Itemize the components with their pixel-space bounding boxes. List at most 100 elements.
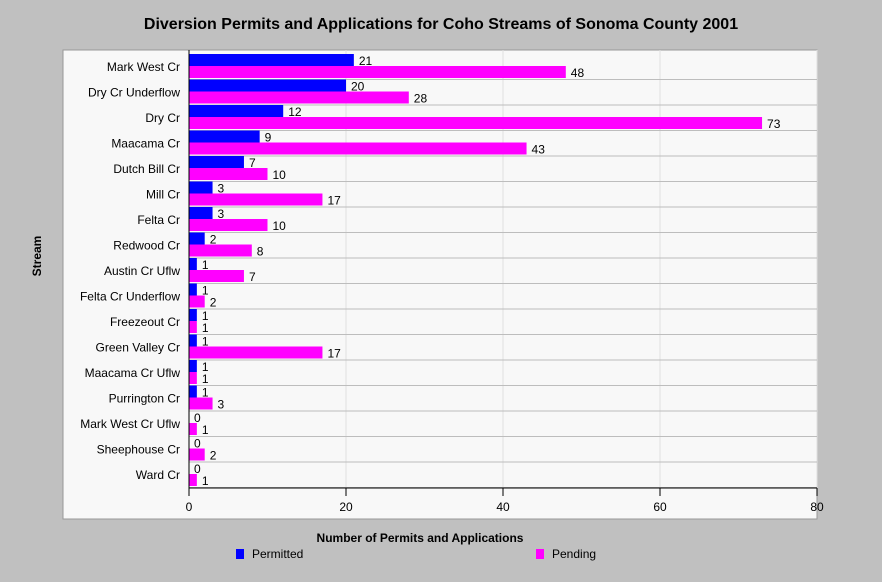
x-tick-label: 60 (653, 500, 667, 514)
bar-pending (189, 321, 197, 333)
bar-permitted (189, 105, 284, 117)
category-label: Dry Cr (145, 111, 180, 125)
category-labels: Mark West Cr Dry Cr Underflow Dry Cr Maacam… (80, 60, 180, 482)
bar-permitted (189, 181, 213, 194)
legend-swatch-pending (536, 549, 544, 559)
bar-pending (189, 372, 197, 384)
bar-pending (189, 117, 763, 129)
category-label: Maacama Cr Uflw (85, 366, 181, 380)
category-label: Green Valley Cr (96, 340, 180, 354)
data-label: 48 (571, 66, 585, 80)
bar-pending (189, 448, 205, 461)
legend-item-permitted: Permitted (236, 547, 303, 561)
data-label: 9 (265, 131, 272, 145)
data-label: 10 (273, 168, 287, 182)
bar-pending (189, 168, 268, 180)
legend-label-pending: Pending (552, 547, 597, 561)
category-label: Austin Cr Uflw (104, 264, 180, 278)
category-label: Redwood Cr (113, 238, 180, 252)
bar-pending (189, 346, 323, 359)
bar-permitted (189, 232, 205, 245)
data-label: 1 (202, 284, 209, 298)
x-tick-label: 80 (810, 500, 824, 514)
data-label: 3 (218, 398, 225, 412)
data-label: 20 (351, 80, 365, 94)
data-label: 21 (359, 54, 373, 68)
data-label: 3 (218, 182, 225, 196)
bar-permitted (189, 156, 244, 168)
bar-pending (189, 193, 323, 206)
y-axis-label: Stream (30, 236, 44, 277)
data-label: 1 (202, 474, 209, 488)
data-label: 3 (218, 207, 225, 221)
bar-permitted (189, 130, 260, 143)
category-label: Mark West Cr Uflw (80, 417, 180, 431)
data-label: 2 (210, 233, 217, 247)
bar-pending (189, 66, 566, 78)
data-label: 43 (532, 143, 546, 157)
bar-permitted (189, 334, 197, 347)
data-label: 1 (202, 386, 209, 400)
category-label: Freezeout Cr (110, 315, 180, 329)
chart-title: Diversion Permits and Applications for C… (143, 16, 739, 33)
legend-item-pending: Pending (536, 547, 596, 561)
data-label: 1 (202, 372, 209, 386)
data-label: 1 (202, 321, 209, 335)
bar-permitted (189, 207, 213, 219)
data-label: 8 (257, 245, 264, 259)
category-label: Ward Cr (136, 468, 180, 482)
category-label: Maacama Cr (111, 136, 180, 150)
bar-permitted (189, 360, 197, 372)
category-label: Sheephouse Cr (97, 442, 180, 456)
bar-permitted (189, 283, 197, 296)
bar-permitted (189, 385, 197, 398)
data-label: 1 (202, 309, 209, 323)
data-label: 0 (194, 411, 201, 425)
bar-permitted (189, 258, 197, 270)
data-label: 1 (202, 335, 209, 349)
data-label: 0 (194, 437, 201, 451)
category-label: Purrington Cr (109, 391, 180, 405)
data-label: 10 (273, 219, 287, 233)
bar-pending (189, 91, 409, 104)
data-label: 2 (210, 449, 217, 463)
data-label: 73 (767, 117, 781, 131)
x-tick-label: 0 (186, 500, 193, 514)
x-axis: 0 20 40 60 80 (186, 50, 824, 514)
bar-pending (189, 295, 205, 308)
bars: 2148202812739437103173102817121111711130… (189, 54, 781, 488)
x-tick-label: 20 (339, 500, 353, 514)
data-label: 1 (202, 423, 209, 437)
bar-pending (189, 244, 252, 257)
bar-pending (189, 474, 197, 486)
bar-pending (189, 142, 527, 155)
bar-permitted (189, 309, 197, 321)
data-label: 17 (327, 194, 341, 208)
category-label: Dutch Bill Cr (113, 162, 180, 176)
data-label: 7 (249, 270, 256, 284)
legend-label-permitted: Permitted (252, 547, 304, 561)
data-label: 7 (249, 156, 256, 170)
data-label: 12 (288, 105, 302, 119)
bar-pending (189, 397, 213, 410)
data-label: 17 (327, 347, 341, 361)
bar-permitted (189, 54, 354, 66)
data-label: 1 (202, 360, 209, 374)
data-label: 2 (210, 296, 217, 310)
category-label: Dry Cr Underflow (88, 85, 180, 99)
data-label: 1 (202, 258, 209, 272)
x-tick-label: 40 (496, 500, 510, 514)
category-label: Felta Cr (137, 213, 180, 227)
bar-pending (189, 270, 244, 282)
bar-pending (189, 423, 197, 435)
bar-permitted (189, 79, 346, 92)
legend-swatch-permitted (236, 549, 244, 559)
category-label: Mark West Cr (107, 60, 180, 74)
category-label: Mill Cr (146, 187, 180, 201)
data-label: 28 (414, 92, 428, 106)
data-label: 0 (194, 462, 201, 476)
x-axis-label: Number of Permits and Applications (317, 531, 524, 545)
category-label: Felta Cr Underflow (80, 289, 180, 303)
bar-pending (189, 219, 268, 231)
